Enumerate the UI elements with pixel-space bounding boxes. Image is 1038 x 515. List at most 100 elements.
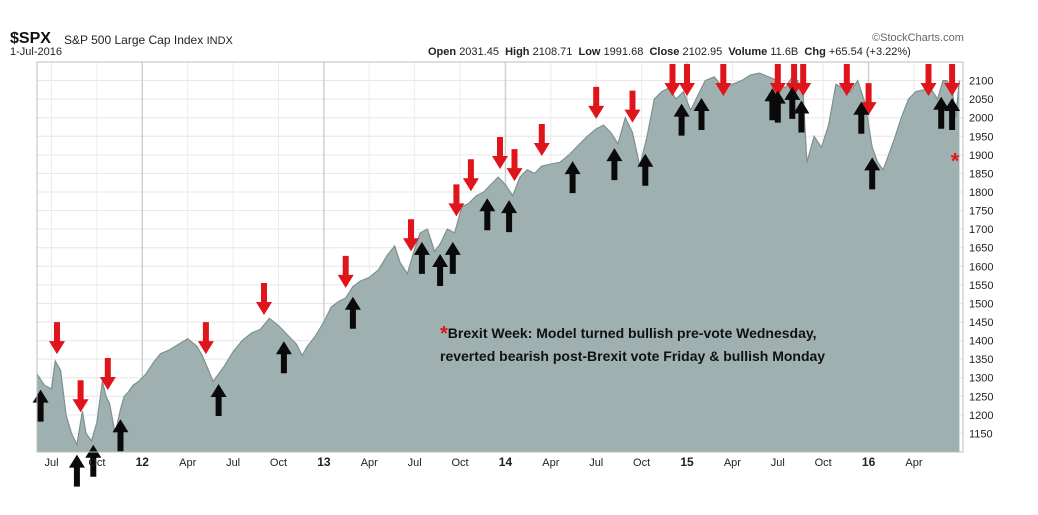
sell-signal-arrow <box>337 255 354 288</box>
x-tick-label: Oct <box>451 457 468 469</box>
buy-signal-arrow <box>933 96 950 129</box>
buy-signal-arrow <box>112 419 129 452</box>
low-label: Low <box>578 46 601 58</box>
buy-signal-arrow <box>793 100 810 133</box>
y-tick-label: 2050 <box>969 94 993 106</box>
sell-signal-arrow <box>72 380 89 413</box>
sell-signal-arrow <box>49 322 65 355</box>
sell-signal-arrow <box>664 64 681 96</box>
buy-signal-arrow <box>344 296 361 329</box>
sell-signal-arrow <box>448 184 465 217</box>
x-tick-label: Jul <box>226 457 240 469</box>
buy-signal-arrow <box>853 101 870 134</box>
x-tick-label: Apr <box>179 457 196 469</box>
y-tick-label: 1900 <box>969 150 993 162</box>
volume-value: 11.6B <box>770 46 799 58</box>
chg-value: +65.54 (+3.22%) <box>828 46 911 58</box>
buy-signal-arrow <box>944 98 961 130</box>
buy-signal-arrow <box>444 241 461 274</box>
y-tick-label: 1600 <box>969 261 993 273</box>
y-tick-label: 1800 <box>969 187 993 199</box>
buy-signal-arrow <box>432 254 449 286</box>
buy-signal-arrow <box>210 384 227 416</box>
sell-signal-arrow <box>715 64 732 96</box>
high-label: High <box>505 46 530 58</box>
y-tick-label: 1650 <box>969 243 993 255</box>
index-name: S&P 500 Large Cap Index INDX <box>64 33 233 47</box>
y-tick-label: 2100 <box>969 76 993 88</box>
index-name-text: S&P 500 Large Cap Index <box>64 33 204 47</box>
x-tick-label: Jul <box>771 457 785 469</box>
annotation-star: * <box>440 323 448 345</box>
x-tick-label: Oct <box>88 457 105 469</box>
plot-border <box>36 61 964 453</box>
x-tick-label: 15 <box>680 455 694 469</box>
y-tick-label: 1750 <box>969 206 993 218</box>
brexit-marker-star: * <box>951 148 960 173</box>
buy-signal-arrow <box>673 103 690 136</box>
chart-date: 1-Jul-2016 <box>10 46 62 58</box>
y-tick-label: 1200 <box>969 410 993 422</box>
buy-signal-arrow <box>864 157 881 190</box>
buy-signal-arrow <box>85 444 102 477</box>
y-tick-label: 1300 <box>969 373 993 385</box>
high-value: 2108.71 <box>532 46 573 58</box>
x-tick-label: 13 <box>317 455 331 469</box>
chg-label: Chg <box>804 46 826 58</box>
y-tick-label: 1150 <box>969 428 993 440</box>
x-tick-label: 16 <box>862 455 876 469</box>
sell-signal-arrow <box>197 322 214 355</box>
sell-signal-arrow <box>795 64 812 96</box>
y-tick-label: 1250 <box>969 391 993 403</box>
x-tick-label: Apr <box>361 457 378 469</box>
x-tick-label: 12 <box>136 455 150 469</box>
y-tick-label: 1950 <box>969 131 993 143</box>
sell-signal-arrow <box>838 64 855 96</box>
brexit-annotation: *Brexit Week: Model turned bullish pre-v… <box>440 322 825 367</box>
sell-signal-arrow <box>920 64 937 96</box>
sell-signal-arrow <box>99 358 116 390</box>
sell-signal-arrow <box>403 219 419 252</box>
sell-signal-arrow <box>256 283 272 315</box>
buy-signal-arrow <box>479 198 496 231</box>
buy-signal-arrow <box>784 86 801 119</box>
sell-signal-arrow <box>533 124 550 156</box>
annotation-line-1: *Brexit Week: Model turned bullish pre-v… <box>440 322 825 345</box>
x-axis: Jul Oct 12 Apr Jul Oct 13 Apr Jul Oct 14 Apr Jul Oct 1… <box>44 455 922 469</box>
x-tick-label: Oct <box>270 457 287 469</box>
sell-signal-arrow <box>679 64 695 96</box>
buy-signal-arrow <box>275 341 292 374</box>
x-tick-label: Oct <box>815 457 832 469</box>
x-tick-label: Apr <box>724 457 741 469</box>
x-tick-label: Oct <box>633 457 650 469</box>
y-tick-label: 1550 <box>969 280 993 292</box>
sell-signal-arrow <box>624 90 641 123</box>
open-label: Open <box>428 46 457 58</box>
buy-signal-arrow <box>606 148 623 181</box>
stockcharts-logo: ©StockCharts.com <box>872 32 964 44</box>
x-tick-label: Jul <box>408 457 422 469</box>
signal-arrows: * <box>32 64 961 487</box>
y-tick-label: 1850 <box>969 168 993 180</box>
buy-signal-arrow <box>68 454 85 487</box>
volume-label: Volume <box>728 46 768 58</box>
sell-signal-arrow <box>462 159 479 192</box>
plot-frame <box>36 61 964 453</box>
buy-signal-arrow <box>769 90 786 123</box>
y-tick-label: 2000 <box>969 113 993 125</box>
y-axis: 1150 1200 1250 1300 1350 1400 1450 1500 1550 1600… <box>969 76 993 441</box>
x-tick-label: 14 <box>499 455 513 469</box>
buy-signal-arrow <box>693 98 710 130</box>
sell-signal-arrow <box>506 149 523 182</box>
y-tick-label: 1450 <box>969 317 993 329</box>
close-value: 2102.95 <box>682 46 723 58</box>
open-value: 2031.45 <box>459 46 499 58</box>
buy-signal-arrow <box>413 241 430 274</box>
exchange-label: INDX <box>206 35 233 47</box>
ticker-symbol: $SPX <box>10 30 51 47</box>
sell-signal-arrow <box>769 64 786 96</box>
spx-area-series <box>37 73 960 452</box>
annotation-line-2: reverted bearish post-Brexit vote Friday… <box>440 348 826 364</box>
quote-line: Open 2031.45 High 2108.71 Low 1991.68 Cl… <box>428 46 911 58</box>
